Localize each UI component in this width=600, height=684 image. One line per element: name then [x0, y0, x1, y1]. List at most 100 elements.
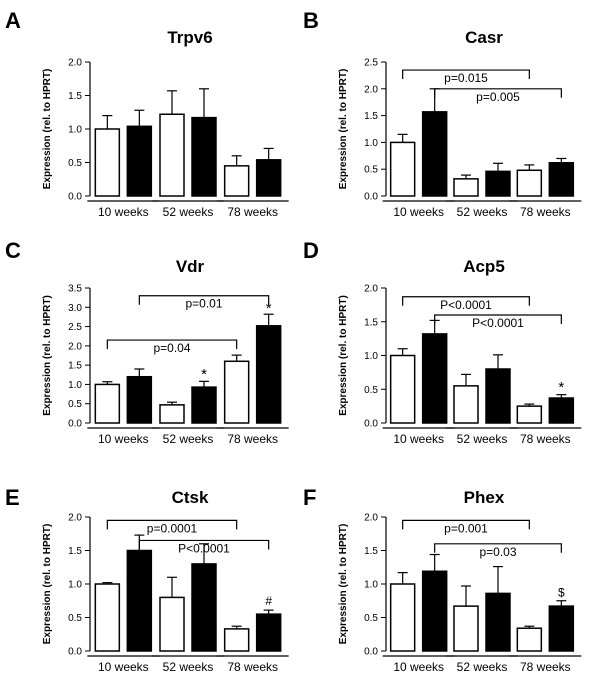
- y-tick-label: 2.0: [68, 341, 82, 352]
- bar: [485, 592, 511, 652]
- y-tick-label: 0.0: [68, 647, 82, 658]
- y-tick-label: 0.0: [68, 192, 82, 203]
- y-axis-label: Expression (rel. to HPRT): [42, 524, 53, 645]
- y-tick-label: 3.0: [68, 303, 82, 314]
- significance-label: p=0.01: [185, 297, 222, 311]
- bar: [255, 613, 282, 652]
- y-tick-label: 0.5: [364, 613, 378, 624]
- y-axis-label: Expression (rel. to HPRT): [42, 295, 53, 416]
- x-group-label: 78 weeks: [227, 205, 278, 219]
- x-group-label: 52 weeks: [457, 205, 508, 219]
- x-group-label: 10 weeks: [393, 205, 444, 219]
- bar: [548, 162, 575, 197]
- x-group-label: 78 weeks: [227, 660, 278, 674]
- bar: [191, 116, 217, 197]
- panel-letter: C: [5, 238, 21, 263]
- bar: [159, 404, 185, 424]
- bar: [453, 178, 479, 197]
- panel-letter: B: [303, 8, 319, 33]
- bar: [94, 128, 121, 197]
- y-axis-label: Expression (rel. to HPRT): [338, 69, 349, 190]
- significance-bracket: [434, 314, 562, 324]
- significance-bracket: [106, 339, 238, 350]
- bar: [421, 111, 448, 197]
- y-tick-label: 2.0: [364, 284, 378, 295]
- x-group-label: 10 weeks: [393, 432, 444, 446]
- panel-letter: A: [5, 8, 21, 33]
- y-tick-label: 2.0: [68, 58, 82, 69]
- chart-title: Phex: [464, 488, 505, 507]
- significance-label: P<0.0001: [440, 298, 492, 312]
- chart-title: Ctsk: [172, 488, 209, 507]
- significance-bracket: [106, 519, 238, 530]
- y-tick-label: 0.5: [68, 613, 82, 624]
- x-group-label: 52 weeks: [163, 205, 214, 219]
- bar: [389, 141, 416, 197]
- bar: [421, 333, 448, 424]
- y-tick-label: 1.5: [364, 317, 378, 328]
- x-group-label: 52 weeks: [457, 432, 508, 446]
- bar: [94, 383, 121, 424]
- y-tick-label: 0.5: [364, 165, 378, 176]
- significance-label: P<0.0001: [472, 316, 524, 330]
- y-tick-label: 1.5: [364, 546, 378, 557]
- significance-mark: #: [265, 594, 272, 608]
- bar: [126, 125, 153, 197]
- y-tick-label: 0.5: [364, 385, 378, 396]
- bar: [94, 583, 121, 652]
- y-tick-label: 1.0: [68, 380, 82, 391]
- bar: [126, 375, 153, 424]
- panel-c: C Vdr 0.0 0.5 1.0 1.5 2.0 2.5 3.0 3.5 Expression (…: [5, 238, 289, 446]
- x-group-label: 52 weeks: [163, 432, 214, 446]
- significance-label: p=0.001: [444, 521, 488, 535]
- y-tick-label: 2.0: [364, 513, 378, 524]
- panel-letter: F: [303, 485, 316, 510]
- significance-bracket: [138, 539, 270, 550]
- y-tick-label: 2.0: [68, 513, 82, 524]
- x-group-label: 78 weeks: [520, 660, 571, 674]
- bar: [255, 325, 282, 424]
- y-tick-label: 0.0: [364, 647, 378, 658]
- chart-title: Trpv6: [167, 28, 212, 47]
- x-group-label: 10 weeks: [98, 205, 149, 219]
- chart-title: Casr: [465, 28, 503, 47]
- chart-title: Vdr: [176, 257, 205, 276]
- y-axis-label: Expression (rel. to HPRT): [42, 69, 53, 190]
- x-group-label: 52 weeks: [163, 660, 214, 674]
- bar: [223, 360, 250, 424]
- x-group-label: 78 weeks: [520, 432, 571, 446]
- significance-label: P<0.0001: [178, 541, 230, 555]
- bar: [389, 583, 416, 652]
- significance-bracket: [138, 295, 270, 305]
- y-tick-label: 0.5: [68, 399, 82, 410]
- x-group-label: 52 weeks: [457, 660, 508, 674]
- x-group-label: 10 weeks: [98, 660, 149, 674]
- panel-letter: E: [5, 485, 20, 510]
- significance-mark: *: [201, 366, 207, 383]
- significance-bracket: [402, 296, 530, 306]
- bar: [191, 563, 217, 652]
- x-group-label: 78 weeks: [520, 205, 571, 219]
- bar: [191, 386, 217, 424]
- significance-label: p=0.015: [444, 71, 488, 85]
- y-axis-label: Expression (rel. to HPRT): [338, 295, 349, 416]
- significance-mark: $: [558, 586, 565, 600]
- y-axis-label: Expression (rel. to HPRT): [338, 524, 349, 645]
- y-tick-label: 1.0: [364, 580, 378, 591]
- bar: [548, 397, 575, 424]
- y-tick-label: 1.0: [364, 138, 378, 149]
- y-tick-label: 1.0: [68, 580, 82, 591]
- bar: [159, 113, 185, 197]
- y-tick-label: 1.5: [68, 361, 82, 372]
- panel-d: D Acp5 0.0 0.5 1.0 1.5 2.0 Expression (rel. to …: [303, 238, 582, 446]
- significance-mark: *: [266, 300, 272, 317]
- y-tick-label: 0.0: [364, 419, 378, 430]
- significance-bracket: [434, 88, 562, 98]
- significance-label: p=0.005: [476, 90, 520, 104]
- x-group-label: 78 weeks: [227, 432, 278, 446]
- significance-mark: *: [558, 379, 564, 396]
- significance-bracket: [402, 519, 530, 530]
- panel-b: B Casr 0.0 0.5 1.0 1.5 2.0 2.5 Expression (rel. …: [303, 8, 582, 219]
- significance-label: p=0.0001: [147, 521, 198, 535]
